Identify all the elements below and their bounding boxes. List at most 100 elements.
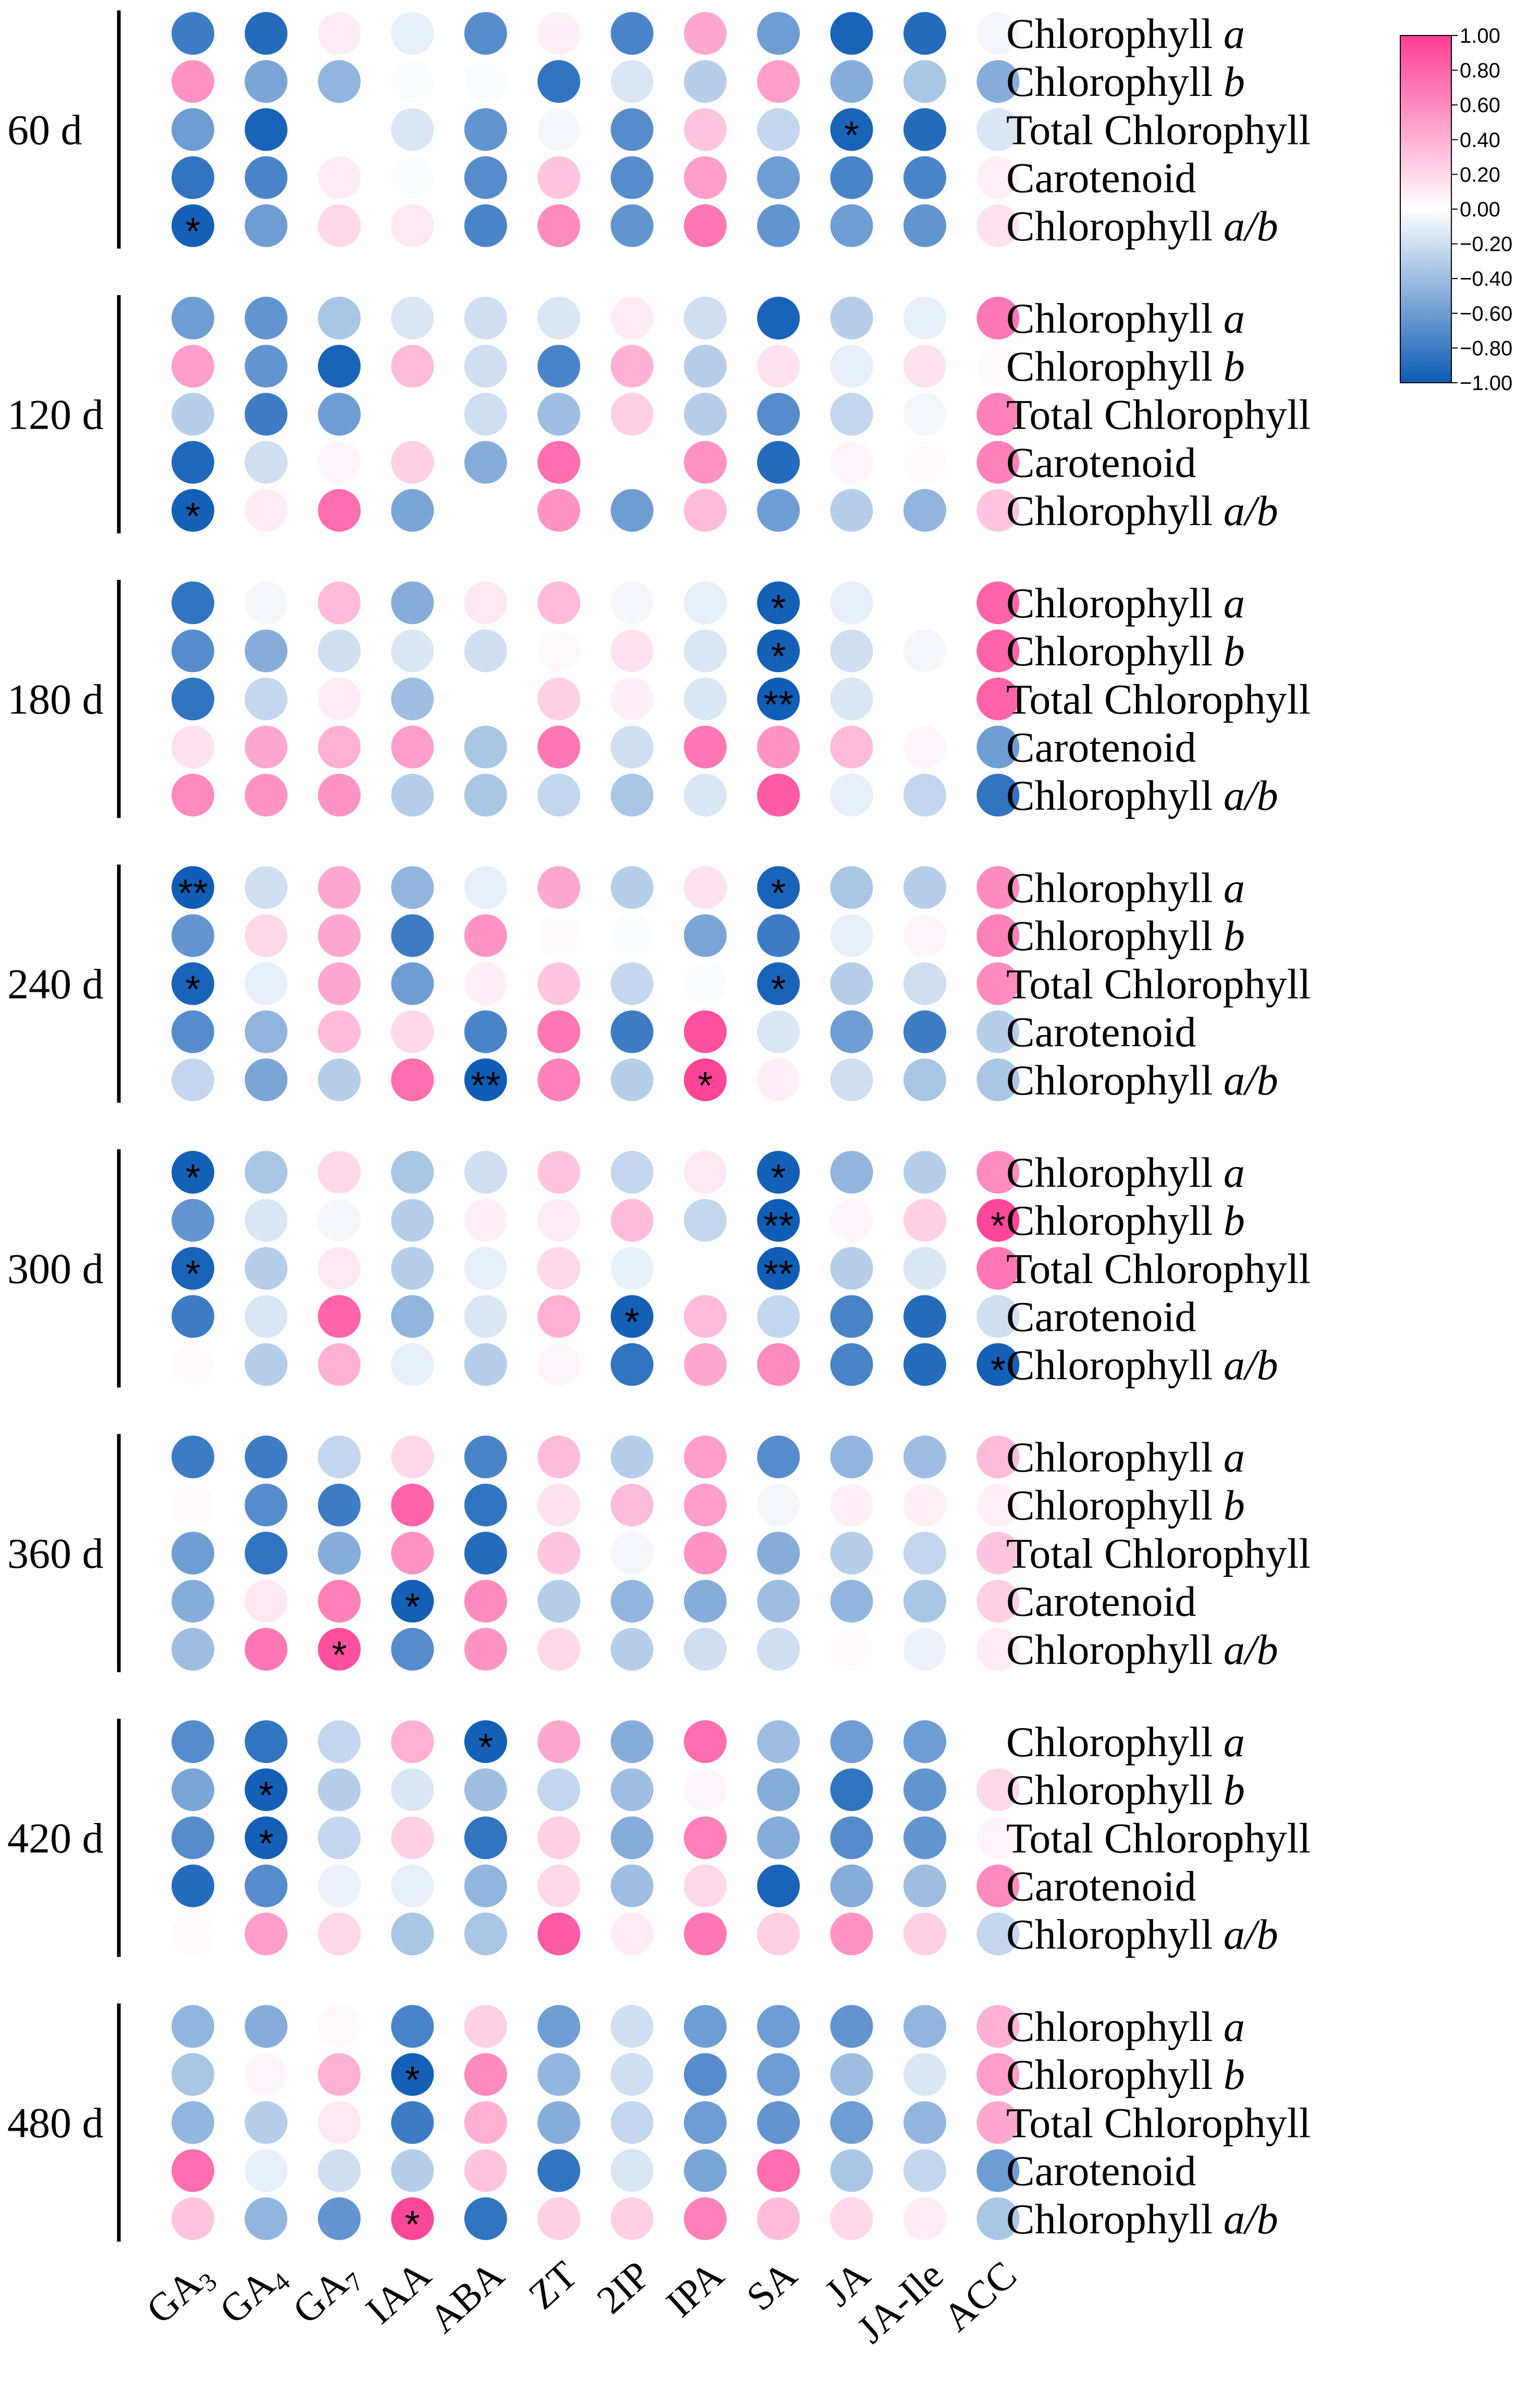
dot-IAA-r1 [391, 2053, 434, 2096]
dot-ABA-r0 [464, 1436, 507, 1478]
colorbar-tick-label: 0.60 [1460, 94, 1500, 117]
dot-GA3-r0 [172, 1151, 214, 1194]
dot-GA3-r1 [172, 345, 214, 388]
dot-ZT-r3 [537, 156, 580, 199]
dot-IPA-r2 [683, 2101, 727, 2144]
dot-GA3-r2 [172, 1247, 214, 1290]
dot-JA-r3 [830, 1010, 873, 1053]
dot-SA-r2 [757, 677, 800, 721]
dot-IPA-r2 [683, 1816, 727, 1860]
row-label-text: Total Chlorophyll [1006, 1529, 1311, 1577]
dot-IPA-r1 [683, 1199, 727, 1242]
dot-JA-r4 [830, 773, 873, 817]
dot-2IP-r2 [610, 108, 654, 151]
dot-IAA-r3 [391, 1295, 434, 1338]
column-label-SA: SA [738, 2253, 805, 2319]
dot-ACC-r3 [976, 441, 1020, 484]
dot-GA7-r2 [317, 677, 361, 721]
dot-ZT-r0 [537, 866, 580, 909]
row-label-text: Chlorophyll [1006, 58, 1224, 105]
row-label: Chlorophyll b [1006, 2051, 1245, 2098]
dot-JA-r1 [830, 629, 873, 673]
dot-ACC-r1 [976, 345, 1020, 388]
dot-ZT-r3 [537, 2149, 580, 2192]
dot-IPA-r4 [683, 773, 727, 817]
dot-IPA-r3 [683, 156, 727, 199]
row-label: Chlorophyll a/b [1006, 1911, 1278, 1958]
column-label-2IP: 2IP [589, 2253, 659, 2322]
row-label: Chlorophyll b [1006, 1197, 1245, 1244]
dot-SA-r3 [757, 156, 800, 199]
dot-GA3-r0 [172, 581, 214, 624]
dot-SA-r1 [757, 914, 800, 957]
dot-IAA-r1 [391, 1484, 434, 1527]
dot-GA4-r3 [245, 1864, 288, 1907]
dot-IPA-r1 [683, 629, 727, 673]
dot-ZT-r2 [537, 108, 580, 151]
dot-ABA-r1 [464, 914, 507, 957]
row-label-italic: a [1224, 579, 1245, 627]
dot-GA4-r4 [245, 489, 288, 532]
row-label-italic: b [1224, 1766, 1245, 1814]
dot-IAA-r2 [391, 108, 434, 151]
dot-JA-r3 [830, 156, 873, 199]
dot-GA4-r1 [245, 1199, 288, 1242]
row-label: Chlorophyll a [1006, 579, 1245, 627]
colorbar: 1.00 0.80 0.60 0.40 0.20 0.00 −0.20 −0.40 −0.60 −… [1400, 25, 1512, 395]
dot-ABA-r3 [464, 1295, 507, 1338]
colorbar-tick-label: 0.80 [1460, 59, 1500, 82]
row-label: Chlorophyll a [1006, 295, 1245, 342]
dot-IPA-r2 [683, 962, 727, 1005]
dot-SA-r1 [757, 629, 800, 673]
dot-GA4-r4 [245, 1343, 288, 1386]
dot-ZT-r4 [537, 1912, 580, 1955]
period-label: 120 d [7, 391, 104, 438]
column-label-GA3: GA3 [138, 2253, 223, 2336]
dot-IPA-r2 [683, 677, 727, 721]
dot-ACC-r0 [976, 581, 1020, 624]
row-label-text: Chlorophyll [1006, 772, 1224, 819]
dot-IAA-r0 [391, 866, 434, 909]
dot-SA-r2 [757, 1816, 800, 1860]
significance-star: * [991, 1204, 1006, 1247]
dot-ZT-r3 [537, 1010, 580, 1053]
row-label: Chlorophyll a [1006, 864, 1245, 912]
dot-ACC-r3 [976, 725, 1020, 769]
column-label-base: IPA [658, 2253, 732, 2326]
dot-GA4-r1 [245, 1484, 288, 1527]
dot-IPA-r0 [683, 866, 727, 909]
dot-JA-Ile-r2 [903, 677, 946, 721]
dot-2IP-r4 [610, 773, 654, 817]
dot-JA-r1 [830, 2053, 873, 2096]
dot-ZT-r0 [537, 12, 580, 55]
column-label-base: ABA [421, 2253, 513, 2341]
dot-IAA-r3 [391, 725, 434, 769]
dot-IAA-r1 [391, 629, 434, 673]
dot-GA4-r3 [245, 441, 288, 484]
row-label-text: Chlorophyll [1006, 343, 1224, 390]
dot-IPA-r4 [683, 1343, 727, 1386]
dot-ZT-r4 [537, 2197, 580, 2240]
dot-2IP-r1 [610, 2053, 654, 2096]
dot-ACC-r1 [976, 2053, 1020, 2096]
row-label-text: Total Chlorophyll [1006, 391, 1311, 438]
row-label-text: Total Chlorophyll [1006, 1814, 1311, 1862]
dot-ZT-r1 [537, 629, 580, 673]
dot-JA-r3 [830, 1864, 873, 1907]
dot-GA7-r2 [317, 1816, 361, 1860]
dot-ACC-r0 [976, 1436, 1020, 1478]
dot-GA7-r3 [317, 1295, 361, 1338]
dot-2IP-r4 [610, 2197, 654, 2240]
dot-JA-Ile-r4 [903, 489, 946, 532]
dot-2IP-r3 [610, 1295, 654, 1338]
dot-JA-r2 [830, 108, 873, 151]
row-label: Total Chlorophyll [1006, 1814, 1311, 1862]
dot-JA-Ile-r3 [903, 1579, 946, 1623]
significance-star: ** [763, 683, 793, 726]
row-label-italic: b [1224, 627, 1245, 675]
row-label: Chlorophyll a/b [1006, 487, 1278, 534]
dot-ZT-r0 [537, 1436, 580, 1478]
dot-2IP-r2 [610, 2101, 654, 2144]
dot-GA7-r3 [317, 1864, 361, 1907]
